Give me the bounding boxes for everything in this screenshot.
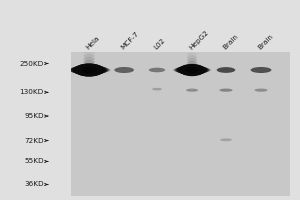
Text: 250KD: 250KD bbox=[20, 61, 44, 67]
Text: 130KD: 130KD bbox=[20, 89, 44, 95]
Ellipse shape bbox=[177, 65, 207, 75]
Ellipse shape bbox=[83, 54, 95, 58]
Ellipse shape bbox=[173, 67, 212, 73]
Ellipse shape bbox=[149, 68, 165, 72]
Ellipse shape bbox=[152, 88, 162, 90]
Text: MCF-7: MCF-7 bbox=[120, 31, 140, 51]
Ellipse shape bbox=[174, 66, 210, 74]
Ellipse shape bbox=[69, 66, 109, 74]
Ellipse shape bbox=[176, 66, 208, 74]
Ellipse shape bbox=[254, 89, 268, 92]
Ellipse shape bbox=[187, 61, 197, 64]
Ellipse shape bbox=[81, 67, 97, 73]
Ellipse shape bbox=[67, 67, 111, 73]
Ellipse shape bbox=[187, 58, 197, 62]
Ellipse shape bbox=[176, 65, 208, 75]
Ellipse shape bbox=[178, 64, 206, 76]
Ellipse shape bbox=[114, 67, 134, 73]
Ellipse shape bbox=[70, 65, 108, 75]
Ellipse shape bbox=[187, 55, 197, 59]
Ellipse shape bbox=[71, 65, 107, 75]
Text: Brain: Brain bbox=[257, 33, 274, 51]
Ellipse shape bbox=[173, 67, 211, 73]
Text: HepG2: HepG2 bbox=[188, 29, 210, 51]
Text: 72KD: 72KD bbox=[24, 138, 44, 144]
Ellipse shape bbox=[179, 64, 205, 76]
Text: 55KD: 55KD bbox=[24, 158, 44, 164]
Ellipse shape bbox=[185, 67, 199, 73]
Ellipse shape bbox=[219, 89, 232, 92]
Ellipse shape bbox=[75, 63, 103, 77]
Text: Hela: Hela bbox=[85, 35, 101, 51]
Ellipse shape bbox=[175, 66, 209, 74]
Text: L02: L02 bbox=[153, 37, 166, 51]
Ellipse shape bbox=[68, 66, 110, 74]
Text: 95KD: 95KD bbox=[24, 113, 44, 119]
Ellipse shape bbox=[70, 65, 109, 75]
Ellipse shape bbox=[179, 64, 206, 76]
Text: Brain: Brain bbox=[222, 33, 239, 51]
Ellipse shape bbox=[72, 64, 106, 76]
Ellipse shape bbox=[186, 89, 198, 92]
Ellipse shape bbox=[250, 67, 272, 73]
Text: 36KD: 36KD bbox=[24, 181, 44, 187]
Ellipse shape bbox=[217, 67, 235, 73]
Ellipse shape bbox=[73, 64, 105, 76]
Ellipse shape bbox=[83, 57, 95, 61]
Ellipse shape bbox=[220, 138, 232, 141]
Ellipse shape bbox=[74, 64, 104, 76]
Ellipse shape bbox=[83, 60, 95, 64]
